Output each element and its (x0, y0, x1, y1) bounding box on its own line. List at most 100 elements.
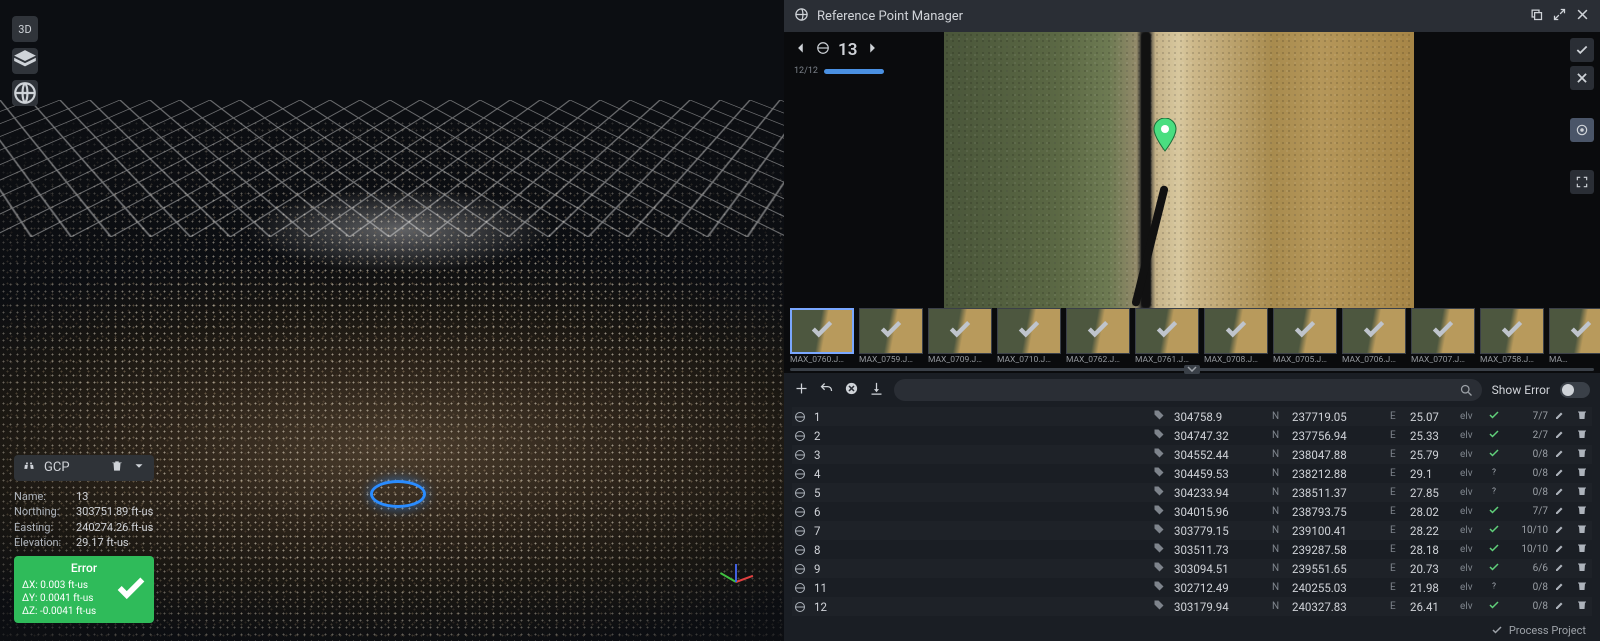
gcp-id: 7 (814, 524, 844, 538)
thumbnail[interactable]: MAX_0759.J… (859, 308, 923, 365)
download-icon[interactable] (869, 381, 884, 399)
expand-icon[interactable] (1552, 7, 1567, 26)
clear-icon[interactable] (844, 381, 859, 399)
table-row[interactable]: 11302712.49N240255.03E21.98elv?0/8 (792, 578, 1592, 597)
next-arrow-icon[interactable] (865, 40, 879, 60)
undo-icon[interactable] (819, 381, 834, 399)
thumbnail[interactable]: MA… (1549, 308, 1600, 365)
elv-label: elv (1460, 468, 1482, 479)
thumbnail-scrollbar[interactable] (784, 365, 1600, 373)
tag-icon[interactable] (1150, 580, 1168, 595)
thumbnail[interactable]: MAX_0708.J… (1204, 308, 1268, 365)
trash-icon[interactable] (1576, 485, 1592, 500)
tag-icon[interactable] (1150, 523, 1168, 538)
thumbnail[interactable]: MAX_0707.J… (1411, 308, 1475, 365)
edit-icon[interactable] (1554, 447, 1570, 462)
reject-icon[interactable] (1570, 66, 1594, 90)
elevation-value: 28.18 (1410, 543, 1454, 557)
trash-icon[interactable] (1576, 504, 1592, 519)
restore-icon[interactable] (1529, 7, 1544, 26)
tag-icon[interactable] (1150, 466, 1168, 481)
table-row[interactable]: 8303511.73N239287.58E28.18elv10/10 (792, 540, 1592, 559)
edit-icon[interactable] (1554, 485, 1570, 500)
accept-icon[interactable] (1570, 38, 1594, 62)
edit-icon[interactable] (1554, 542, 1570, 557)
table-row[interactable]: 4304459.53N238212.88E29.1elv?0/8 (792, 464, 1592, 483)
status-icon (1488, 409, 1506, 424)
trash-icon[interactable] (1576, 447, 1592, 462)
map-pin-icon[interactable] (1153, 118, 1177, 156)
table-row[interactable]: 6304015.96N238793.75E28.02elv7/7 (792, 502, 1592, 521)
tag-icon[interactable] (1150, 504, 1168, 519)
show-error-toggle[interactable] (1560, 382, 1590, 398)
trash-icon[interactable] (1576, 599, 1592, 614)
thumbnail[interactable]: MAX_0710.J… (997, 308, 1061, 365)
error-box: Error ΔX: 0.003 ft-us ΔY: 0.0041 ft-us Δ… (14, 556, 154, 623)
globe-icon (792, 525, 808, 537)
table-row[interactable]: 3304552.44N238047.88E25.79elv0/8 (792, 445, 1592, 464)
thumbnail[interactable]: MAX_0761.J… (1135, 308, 1199, 365)
chevron-down-icon[interactable] (132, 459, 146, 477)
preview-image[interactable] (944, 32, 1414, 308)
table-row[interactable]: 7303779.15N239100.41E28.22elv10/10 (792, 521, 1592, 540)
search-field[interactable] (894, 379, 1482, 401)
edit-icon[interactable] (1554, 504, 1570, 519)
process-project-button[interactable]: Process Project (1509, 624, 1586, 637)
edit-icon[interactable] (1554, 409, 1570, 424)
thumbnail[interactable]: MAX_0758.J… (1480, 308, 1544, 365)
viewport-3d[interactable]: 3D GCP Name:13 Northing:303751.89 ft-us … (0, 0, 784, 641)
tag-icon[interactable] (1150, 447, 1168, 462)
close-icon[interactable] (1575, 7, 1590, 26)
edit-icon[interactable] (1554, 523, 1570, 538)
globe-icon (792, 449, 808, 461)
layers-icon[interactable] (12, 48, 38, 74)
beta-badge[interactable] (1570, 118, 1594, 142)
trash-icon[interactable] (1576, 580, 1592, 595)
table-row[interactable]: 1304758.9N237719.05E25.07elv7/7 (792, 407, 1592, 426)
trash-icon[interactable] (110, 459, 124, 477)
thumbnail[interactable]: MAX_0709.J… (928, 308, 992, 365)
trash-icon[interactable] (1576, 428, 1592, 443)
thumbnail[interactable]: MAX_0762.J… (1066, 308, 1130, 365)
search-icon (1459, 383, 1474, 398)
globe-icon[interactable] (12, 80, 38, 106)
trash-icon[interactable] (1576, 561, 1592, 576)
axes-gizmo[interactable] (718, 563, 754, 599)
selection-ring (370, 480, 426, 508)
table-row[interactable]: 9303094.51N239551.65E20.73elv6/6 (792, 559, 1592, 578)
trash-icon[interactable] (1576, 409, 1592, 424)
mode-3d-button[interactable]: 3D (12, 16, 38, 42)
search-input[interactable] (902, 383, 1459, 397)
table-row[interactable]: 5304233.94N238511.37E27.85elv?0/8 (792, 483, 1592, 502)
edit-icon[interactable] (1554, 428, 1570, 443)
binoculars-icon[interactable] (22, 459, 36, 477)
trash-icon[interactable] (1576, 466, 1592, 481)
thumbnail[interactable]: MAX_0705.J… (1273, 308, 1337, 365)
tag-icon[interactable] (1150, 428, 1168, 443)
trash-icon[interactable] (1576, 542, 1592, 557)
image-count: 2/7 (1512, 430, 1548, 441)
image-count: 10/10 (1512, 525, 1548, 536)
add-icon[interactable] (794, 381, 809, 399)
table-row[interactable]: 12303179.94N240327.83E26.41elv0/8 (792, 597, 1592, 616)
prev-arrow-icon[interactable] (794, 40, 808, 60)
tag-icon[interactable] (1150, 542, 1168, 557)
edit-icon[interactable] (1554, 466, 1570, 481)
tag-icon[interactable] (1150, 599, 1168, 614)
e-label: E (1390, 544, 1404, 555)
tag-icon[interactable] (1150, 409, 1168, 424)
easting-value: 237756.94 (1292, 429, 1384, 443)
tag-icon[interactable] (1150, 561, 1168, 576)
edit-icon[interactable] (1554, 580, 1570, 595)
table-row[interactable]: 2304747.32N237756.94E25.33elv2/7 (792, 426, 1592, 445)
edit-icon[interactable] (1554, 561, 1570, 576)
gcp-info-card: GCP Name:13 Northing:303751.89 ft-us Eas… (14, 455, 154, 623)
thumbnail[interactable]: MAX_0760.J… (790, 308, 854, 365)
thumbnail[interactable]: MAX_0706.J… (1342, 308, 1406, 365)
edit-icon[interactable] (1554, 599, 1570, 614)
trash-icon[interactable] (1576, 523, 1592, 538)
fullscreen-icon[interactable] (1570, 170, 1594, 194)
tag-icon[interactable] (1150, 485, 1168, 500)
gcp-table[interactable]: 1304758.9N237719.05E25.07elv7/72304747.3… (784, 407, 1600, 619)
thumbnail-strip[interactable]: MAX_0760.J…MAX_0759.J…MAX_0709.J…MAX_071… (784, 308, 1600, 365)
